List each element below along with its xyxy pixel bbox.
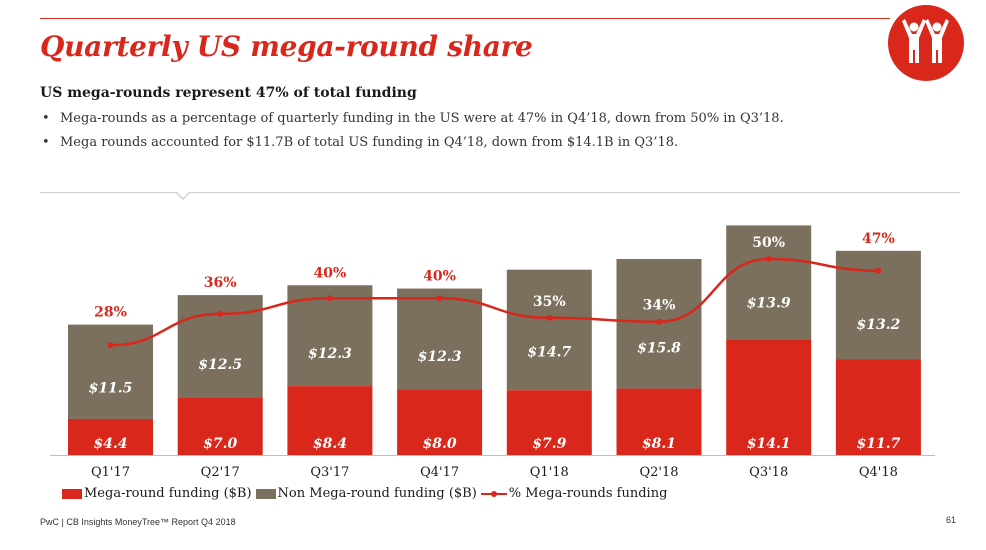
- bar-mega: [397, 389, 483, 455]
- two-people-arms-raised-icon: [902, 19, 949, 63]
- percent-label: 40%: [314, 265, 347, 281]
- page-subtitle: US mega-rounds represent 47% of total fu…: [40, 85, 417, 101]
- x-tick-label: Q1'18: [530, 465, 569, 480]
- x-tick-label: Q4'17: [420, 465, 459, 480]
- non-mega-value-label: $13.2: [856, 317, 900, 333]
- percent-point: [107, 342, 114, 349]
- legend-swatch-percent: [480, 489, 507, 499]
- bar-mega: [616, 388, 702, 455]
- x-tick-label: Q3'18: [749, 465, 788, 480]
- percent-label: 34%: [643, 298, 676, 314]
- legend-swatch-non-mega: [255, 488, 276, 499]
- percent-point: [436, 295, 443, 302]
- bullet-text: Mega-rounds as a percentage of quarterly…: [60, 111, 784, 126]
- x-tick-label: Q2'17: [201, 465, 240, 480]
- mega-value-label: $14.1: [747, 436, 791, 452]
- mega-value-label: $11.7: [856, 436, 900, 452]
- bar-non-mega: [397, 288, 483, 390]
- bullet-item: • Mega rounds accounted for $11.7B of tot…: [40, 133, 784, 157]
- percent-line: [110, 257, 879, 347]
- bar-mega: [506, 390, 592, 455]
- bar-mega: [68, 418, 153, 455]
- bullet-icon: •: [42, 135, 50, 150]
- non-mega-value-label: $14.7: [527, 344, 571, 360]
- non-mega-value-label: $11.5: [89, 381, 133, 397]
- legend-swatch-mega: [62, 488, 82, 499]
- percent-label: 47%: [862, 231, 895, 247]
- legend-label-non-mega: Non Mega-round funding ($B): [277, 486, 477, 501]
- x-tick-label: Q3'17: [310, 465, 349, 480]
- bar-non-mega: [68, 324, 153, 419]
- percent-point: [875, 267, 882, 274]
- bar-non-mega: [835, 250, 921, 360]
- bar-non-mega: [726, 225, 812, 340]
- bar-mega: [835, 359, 921, 455]
- non-mega-value-label: $12.5: [198, 357, 242, 373]
- percent-label: 36%: [204, 275, 237, 291]
- legend-label-mega: Mega-round funding ($B): [84, 486, 252, 501]
- x-tick-label: Q4'18: [859, 465, 898, 480]
- bar-non-mega: [177, 295, 263, 398]
- non-mega-value-label: $12.3: [418, 349, 462, 365]
- legend-item-non-mega: Non Mega-round funding ($B): [255, 486, 477, 501]
- bar-mega: [726, 339, 812, 455]
- bar-non-mega: [506, 269, 592, 391]
- bullet-item: • Mega-rounds as a percentage of quarterl…: [40, 109, 784, 133]
- bullet-text: Mega rounds accounted for $11.7B of tota…: [60, 135, 679, 150]
- percent-point: [765, 256, 772, 262]
- x-tick-label: Q2'18: [639, 465, 678, 480]
- non-mega-value-label: $15.8: [637, 340, 681, 356]
- bar-mega: [177, 397, 263, 455]
- non-mega-value-label: $13.9: [747, 295, 791, 311]
- legend-item-percent: % Mega-rounds funding: [480, 486, 668, 501]
- mega-value-label: $8.4: [313, 436, 347, 452]
- percent-point: [656, 318, 662, 325]
- legend-item-mega: Mega-round funding ($B): [62, 486, 252, 501]
- bar-mega: [287, 386, 373, 455]
- percent-point: [217, 310, 224, 317]
- top-rule: [40, 18, 890, 19]
- percent-label: 28%: [94, 305, 127, 321]
- logo-badge: [888, 5, 964, 81]
- bar-non-mega: [287, 285, 373, 387]
- percent-point: [546, 314, 553, 321]
- mega-value-label: $4.4: [93, 436, 127, 452]
- non-mega-value-label: $12.3: [308, 346, 352, 362]
- bullet-icon: •: [42, 111, 50, 126]
- mega-value-label: $8.0: [423, 436, 457, 452]
- bullet-list: • Mega-rounds as a percentage of quarterl…: [40, 109, 784, 157]
- page-number: 61: [946, 515, 957, 525]
- percent-label: 50%: [752, 235, 785, 251]
- section-divider: [40, 192, 960, 193]
- percent-label: 35%: [533, 294, 566, 310]
- divider-notch-inner: [177, 192, 189, 198]
- mega-value-label: $7.0: [203, 436, 237, 452]
- x-tick-label: Q1'17: [91, 465, 130, 480]
- page-title: Quarterly US mega-round share: [40, 30, 533, 63]
- legend-label-percent: % Mega-rounds funding: [508, 486, 668, 501]
- chart-legend: Mega-round funding ($B) Non Mega-round f…: [62, 486, 671, 501]
- percent-point: [326, 295, 333, 302]
- percent-label: 40%: [423, 269, 456, 285]
- mega-value-label: $7.9: [532, 436, 566, 452]
- mega-value-label: $8.1: [642, 436, 676, 452]
- footer-source: PwC | CB Insights MoneyTree™ Report Q4 2…: [40, 517, 236, 527]
